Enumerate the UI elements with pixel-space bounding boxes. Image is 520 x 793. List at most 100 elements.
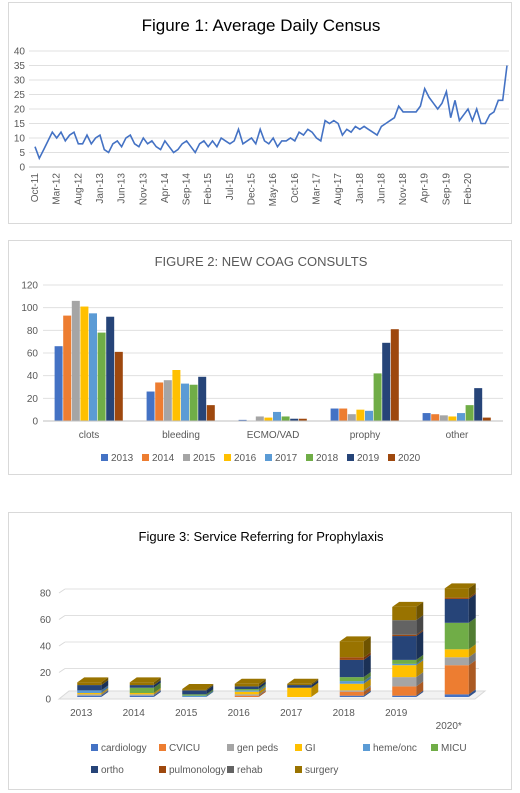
x-tick-label: Oct-16	[290, 173, 301, 203]
legend-swatch-2019	[347, 454, 354, 461]
bar-cardiology-2018	[339, 695, 364, 697]
bar-side-heme/onc-2013	[101, 685, 109, 694]
bar-2015-ECMO/VAD	[255, 416, 264, 421]
bar-GI-2019	[392, 665, 417, 678]
bar-2019-bleeding	[198, 376, 207, 421]
bar-gen peds-2020*	[444, 657, 469, 666]
bar-surgery-2020*	[444, 588, 469, 598]
bar-top-2015	[182, 684, 214, 690]
bar-top-2020*	[444, 583, 476, 589]
bar-2014-bleeding	[155, 382, 164, 421]
bar-2019-clots	[106, 316, 115, 421]
x-tick-label: Apr-19	[420, 173, 431, 203]
bar-2018-other	[465, 405, 474, 421]
bar-CVICU-2018	[339, 691, 364, 696]
bar-side-CVICU-2019	[416, 681, 424, 696]
bar-side-GI-2019	[416, 660, 424, 678]
gridline-depth	[58, 615, 66, 620]
bar-2016-prophy	[356, 409, 365, 421]
bar-MICU-2020*	[444, 622, 469, 650]
bar-ortho-2017	[287, 685, 312, 688]
bar-side-pulmonology-2019	[416, 629, 424, 637]
bar-CVICU-2020*	[444, 665, 469, 695]
bar-side-GI-2013	[101, 688, 109, 695]
bar-GI-2017	[287, 687, 312, 697]
bar-ortho-2020*	[444, 598, 469, 623]
chart-title: FIGURE 2: NEW COAG CONSULTS	[155, 254, 368, 269]
legend-label: 2019	[357, 453, 380, 464]
bar-side-GI-2020*	[468, 644, 476, 658]
bar-side-ortho-2019	[416, 631, 424, 660]
bar-CVICU-2019	[392, 686, 417, 696]
coag-consults-bar-chart: FIGURE 2: NEW COAG CONSULTS 0 20 40 60 80 100 1…	[21, 254, 503, 464]
x-tick-label: Apr-14	[160, 173, 171, 203]
bar-2013-other	[422, 413, 431, 421]
bar-surgery-2016	[234, 683, 259, 687]
legend-swatch-GI	[295, 744, 302, 751]
bar-surgery-2017	[287, 683, 312, 686]
bar-side-gen peds-2019	[416, 672, 424, 687]
bar-GI-2014	[129, 693, 154, 695]
bar-top-2018	[339, 636, 371, 642]
legend-label: surgery	[305, 765, 338, 776]
bar-2018-clots	[97, 332, 106, 421]
x-tick-label: 2019	[385, 708, 408, 719]
x-tick-label: Mar-12	[52, 173, 63, 205]
legend-label: MICU	[441, 743, 467, 754]
y-tick-label: 0	[32, 417, 38, 428]
legend-swatch-surgery	[295, 766, 302, 773]
legend-swatch-2014	[142, 454, 149, 461]
bar-side-GI-2014	[153, 688, 161, 695]
bar-2014-clots	[63, 315, 72, 421]
bar-cardiology-2013	[77, 695, 102, 697]
bar-2019-other	[474, 388, 483, 421]
legend-label: ortho	[101, 765, 124, 776]
bar-side-surgery-2019	[416, 601, 424, 621]
bar-2014-prophy	[339, 408, 348, 421]
legend-label: 2018	[316, 453, 339, 464]
bar-gen peds-2014	[129, 694, 154, 696]
bar-side-cardiology-2019	[416, 690, 424, 697]
y-tick-label: 25	[14, 90, 26, 101]
bar-2016-ECMO/VAD	[264, 417, 273, 421]
bar-surgery-2015	[182, 689, 207, 691]
legend-swatch-CVICU	[159, 744, 166, 751]
bar-2020-other	[482, 417, 491, 421]
bar-2017-prophy	[365, 410, 373, 421]
bar-cardiology-2019	[392, 695, 417, 697]
x-tick-label: 2014	[123, 708, 146, 719]
bar-rehab-2019	[392, 620, 417, 635]
gridline-depth	[58, 588, 66, 594]
y-tick-label: 20	[27, 394, 39, 405]
bar-side-CVICU-2018	[363, 686, 371, 696]
x-tick-label: 2018	[333, 708, 356, 719]
y-tick-label: 20	[14, 105, 26, 116]
legend-swatch-pulmonology	[159, 766, 166, 773]
bar-top-2019	[392, 601, 424, 607]
bar-heme/onc-2019	[392, 663, 417, 666]
prophylaxis-stacked-bar-chart: Figure 3: Service Referring for Prophyla…	[40, 529, 487, 776]
bar-MICU-2016	[234, 689, 259, 691]
x-tick-label: Jan-18	[355, 173, 366, 204]
bar-side-ortho-2014	[153, 680, 161, 688]
x-tick-label: clots	[79, 430, 100, 441]
legend-label: heme/onc	[373, 743, 417, 754]
bar-2015-clots	[71, 300, 80, 421]
bar-heme/onc-2016	[234, 690, 259, 692]
bar-heme/onc-2018	[339, 681, 364, 684]
bar-2018-bleeding	[189, 384, 198, 421]
bar-side-surgery-2013	[101, 677, 109, 686]
bar-side-gen peds-2013	[101, 689, 109, 696]
bar-side-MICU-2018	[363, 672, 371, 682]
y-tick-label: 0	[45, 695, 51, 706]
bar-gen peds-2016	[234, 694, 259, 696]
x-tick-label: 2016	[228, 708, 251, 719]
bar-gen peds-2018	[339, 690, 364, 692]
bar-side-ortho-2015	[206, 685, 214, 695]
bar-surgery-2013	[77, 682, 102, 686]
bar-side-surgery-2020*	[468, 583, 476, 598]
bar-side-cardiology-2018	[363, 690, 371, 697]
y-tick-label: 80	[40, 589, 52, 600]
bar-side-MICU-2019	[416, 654, 424, 664]
bar-2019-prophy	[382, 342, 391, 421]
